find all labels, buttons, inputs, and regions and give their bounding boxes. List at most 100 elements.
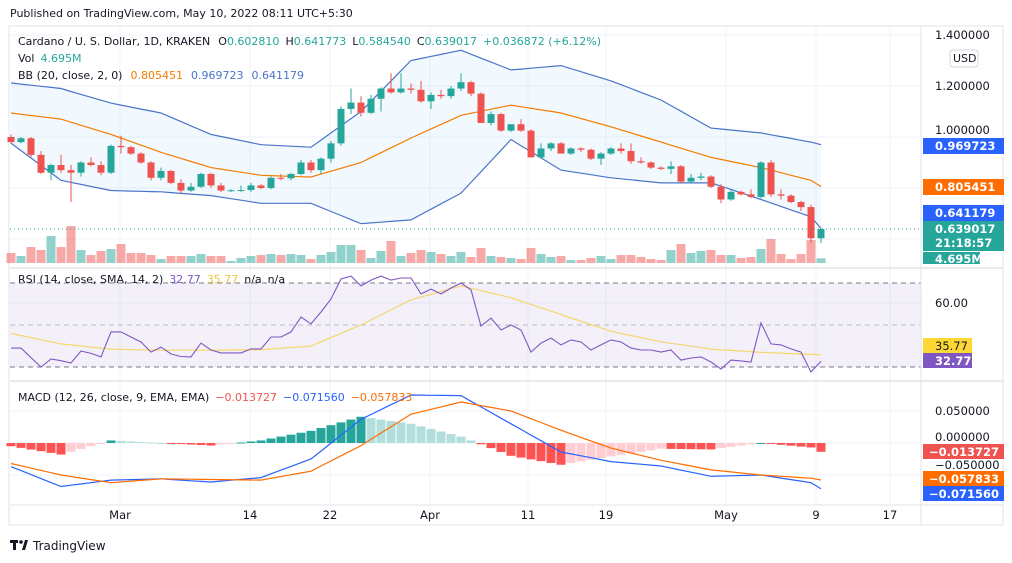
volume-bar <box>256 255 266 263</box>
candle-body <box>497 114 505 131</box>
volume-bar <box>556 256 566 263</box>
candle-body <box>217 185 225 191</box>
candle-body <box>167 170 175 183</box>
volume-bar <box>146 255 156 263</box>
volume-bar <box>716 255 726 263</box>
candle-body <box>527 130 535 158</box>
macd-histogram-bar <box>666 443 676 449</box>
macd-histogram-bar <box>496 443 506 452</box>
candles <box>7 73 825 243</box>
volume-bar <box>136 253 146 263</box>
logo-text: TradingView <box>32 539 106 553</box>
macd-histogram-bar <box>116 440 126 443</box>
volume-bar <box>626 255 636 263</box>
volume-bar <box>686 253 696 263</box>
rsi-line <box>11 275 822 373</box>
volume-bar <box>796 254 806 263</box>
macd-histogram-bar <box>226 443 236 444</box>
price-tick: 1.400000 <box>935 28 990 42</box>
tradingview-logo[interactable]: TradingView <box>10 539 106 553</box>
macd-line <box>10 394 822 490</box>
bb-mid-value: 0.805451 <box>130 69 183 82</box>
signal-line <box>10 401 822 484</box>
volume-bar <box>16 256 26 263</box>
time-tick: 19 <box>599 508 614 522</box>
candle-body <box>397 88 405 93</box>
volume-bar <box>736 258 746 263</box>
candle-body <box>607 148 615 154</box>
macd-histogram-bar <box>376 419 386 443</box>
macd-histogram-bar <box>566 443 576 464</box>
volume-bar <box>576 260 586 263</box>
macd-histogram-bar <box>806 443 816 448</box>
currency-button[interactable]: USD <box>949 49 979 68</box>
candle-body <box>67 170 75 173</box>
rsi-ma-line <box>10 285 822 356</box>
macd-histogram-bar <box>526 443 536 460</box>
candle-body <box>457 82 465 89</box>
macd-histogram-bar <box>696 443 706 450</box>
time-tick: 22 <box>323 508 338 522</box>
volume-bar <box>36 250 46 263</box>
macd-histogram-bar <box>396 422 406 443</box>
volume-legend: Vol 4.695M <box>18 52 81 65</box>
candle-body <box>27 138 35 155</box>
volume-bar <box>676 244 686 263</box>
volume-bar <box>416 250 426 263</box>
macd-histogram-bar <box>446 434 456 443</box>
volume-label: Vol <box>18 52 34 65</box>
time-tick: 9 <box>812 508 819 522</box>
volume-bar <box>166 256 176 263</box>
candle-body <box>677 166 685 182</box>
rsi-lines <box>10 275 822 373</box>
rsi-tick: 60.00 <box>935 296 968 310</box>
volume-bar <box>526 248 536 263</box>
volume-bar <box>126 253 136 263</box>
countdown-text: 21:18:57 <box>935 236 992 250</box>
candle-body <box>597 153 605 159</box>
high-value: 0.641773 <box>294 35 347 48</box>
volume-bar <box>786 259 796 263</box>
rsi-legend[interactable]: RSI (14, close, SMA, 14, 2) 32.77 35.77 n/a… <box>18 273 285 286</box>
volume-bar <box>156 259 166 263</box>
time-tick: 14 <box>243 508 258 522</box>
price-axis[interactable]: 1.400000 1.200000 1.000000 60.00 0.05000… <box>935 28 1000 472</box>
volume-bar <box>646 259 656 263</box>
price-tick: 1.200000 <box>935 79 990 93</box>
candle-body <box>77 162 85 173</box>
volume-bar <box>306 259 316 263</box>
badge-text: 0.805451 <box>935 180 995 194</box>
candle-body <box>387 88 395 93</box>
candle-body <box>337 108 345 144</box>
macd-histogram-bar <box>556 443 566 465</box>
time-axis[interactable]: Mar 14 22 Apr 11 19 May 9 17 <box>109 508 897 522</box>
macd-histogram-bar <box>426 428 436 443</box>
macd-histogram-bar <box>686 443 696 450</box>
macd-histogram-bar <box>796 443 806 447</box>
macd-histogram-bar <box>66 443 76 452</box>
macd-histogram-bar <box>196 443 206 446</box>
volume-bar <box>356 250 366 263</box>
volume-bar <box>466 257 476 263</box>
bb-legend[interactable]: BB (20, close, 2, 0) 0.805451 0.969723 0.64… <box>18 69 304 82</box>
macd-histogram-bar <box>676 443 686 450</box>
macd-histogram-bar <box>596 443 606 459</box>
macd-histogram-bar <box>546 443 556 463</box>
volume-bar <box>496 257 506 263</box>
macd-histogram-bar <box>136 441 146 443</box>
candle-body <box>427 94 435 102</box>
macd-histogram-bar <box>726 443 736 447</box>
macd-histogram-bar <box>206 443 216 446</box>
volume-bar <box>666 250 676 263</box>
candle-body <box>357 102 365 113</box>
time-tick: Apr <box>420 508 440 522</box>
macd-badge: −0.071560 <box>923 486 1004 501</box>
macd-legend[interactable]: MACD (12, 26, close, 9, EMA, EMA) −0.0137… <box>18 391 412 404</box>
macd-histogram-bar <box>356 416 366 443</box>
macd-plot <box>6 394 826 490</box>
volume-bar <box>206 256 216 263</box>
candle-body <box>327 143 335 159</box>
bb-mid-line <box>10 104 822 188</box>
